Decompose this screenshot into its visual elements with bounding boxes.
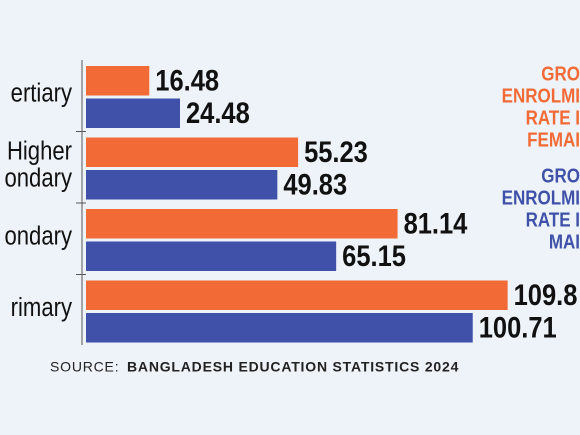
bar xyxy=(86,313,473,343)
value-label: 24.48 xyxy=(186,96,250,129)
value-label: 49.83 xyxy=(283,168,347,201)
bar xyxy=(86,137,299,167)
category-label: rimary xyxy=(11,294,72,323)
value-label: 55.23 xyxy=(304,135,368,168)
bar xyxy=(86,209,398,239)
category-label: ondary xyxy=(4,222,72,251)
value-label: 81.14 xyxy=(404,207,468,240)
value-label: 109.8 xyxy=(514,278,578,311)
legend-label: GRO ENROLMI RATE I FEMAI xyxy=(502,62,580,151)
source-label: SOURCE: xyxy=(50,359,119,375)
bar xyxy=(86,170,278,200)
category-label: ertiary xyxy=(11,79,72,108)
bar xyxy=(86,66,150,96)
legend-label: GRO ENROLMI RATE I MAI xyxy=(502,164,580,253)
category-label: Higher ondary xyxy=(4,137,72,193)
value-label: 100.71 xyxy=(479,311,557,344)
bar xyxy=(86,280,508,310)
bar xyxy=(86,98,181,128)
bar xyxy=(86,241,337,271)
value-label: 16.48 xyxy=(155,64,219,97)
source: BANGLADESH EDUCATION STATISTICS 2024 xyxy=(127,359,459,375)
value-label: 65.15 xyxy=(342,239,406,272)
